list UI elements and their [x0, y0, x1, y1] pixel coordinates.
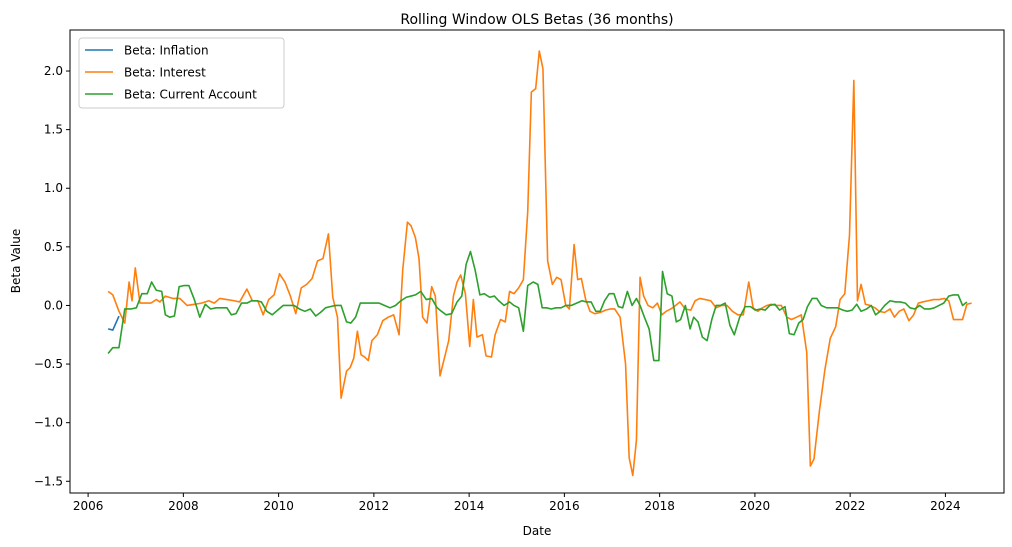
x-tick-label: 2008: [168, 499, 199, 513]
y-tick-label: 0.5: [44, 240, 63, 254]
series-layer: [107, 50, 972, 477]
x-tick-label: 2024: [930, 499, 961, 513]
y-tick-label: 1.5: [44, 123, 63, 137]
legend-box: [78, 37, 285, 109]
x-tick-label: 2022: [835, 499, 866, 513]
y-tick-label: −1.0: [34, 416, 63, 430]
legend: Beta: Inflation Beta: Interest Beta: Curre…: [78, 37, 285, 109]
y-tick-label: 2.0: [44, 64, 63, 78]
legend-label: Beta: Interest: [124, 66, 206, 80]
series-line-beta-current-account: [107, 250, 968, 362]
x-tick-label: 2018: [644, 499, 675, 513]
x-axis-label: Date: [523, 524, 552, 538]
y-tick-label: −0.5: [34, 357, 63, 371]
y-tick-label: −1.5: [34, 474, 63, 488]
x-tick-label: 2016: [549, 499, 580, 513]
series-line-beta-inflation: [107, 315, 120, 331]
plot-frame: [69, 29, 1005, 494]
series-line-beta-interest: [107, 50, 972, 477]
x-tick-label: 2006: [73, 499, 104, 513]
x-tick-label: 2020: [740, 499, 771, 513]
y-tick-label: 1.0: [44, 181, 63, 195]
x-tick-label: 2014: [454, 499, 485, 513]
x-tick-label: 2010: [263, 499, 294, 513]
legend-label: Beta: Current Account: [124, 88, 257, 102]
chart-title: Rolling Window OLS Betas (36 months): [400, 12, 673, 28]
y-axis: −1.5 −1.0 −0.5 0.0 0.5 1.0 1.5 2.0: [34, 64, 70, 488]
legend-label: Beta: Inflation: [124, 44, 209, 58]
y-tick-label: 0.0: [44, 298, 63, 312]
y-axis-label: Beta Value: [9, 229, 23, 293]
x-axis: 2006 2008 2010 2012 2014 2016 2018 2020 2022 2024: [73, 493, 961, 513]
x-tick-label: 2012: [359, 499, 390, 513]
plot-area: [69, 29, 1005, 494]
